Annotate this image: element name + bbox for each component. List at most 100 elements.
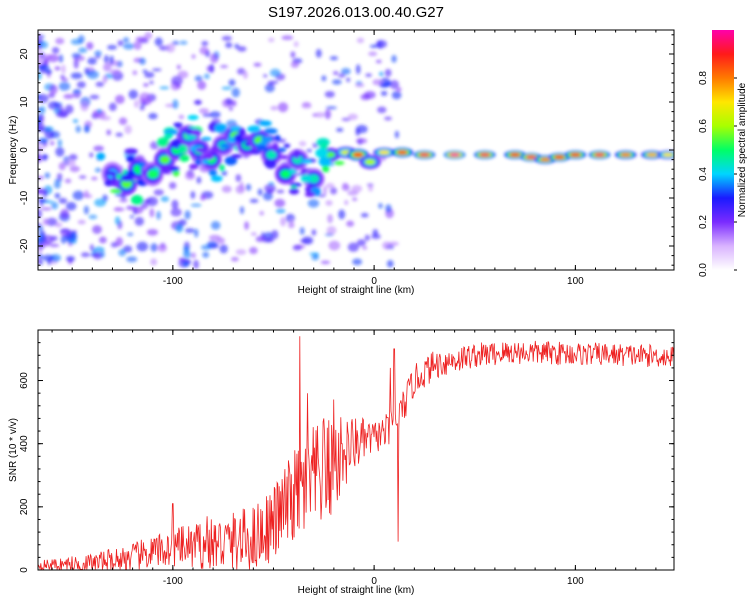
spectrogram-blob — [553, 155, 565, 159]
spectrogram-noise-cell — [274, 198, 286, 208]
spectrogram-blob — [525, 155, 537, 159]
spectrogram-noise-cell — [84, 67, 90, 75]
spectrogram-noise-cell — [157, 244, 168, 253]
spectrogram-noise-cell — [89, 152, 94, 158]
spectrogram-noise-cell — [314, 112, 326, 118]
spectrogram-noise-cell — [264, 184, 276, 193]
spectrogram-noise-cell — [179, 40, 188, 45]
spectrogram-noise-cell — [72, 119, 79, 124]
spectrogram-blob — [288, 188, 300, 195]
spectrogram-noise-cell — [324, 90, 335, 98]
spectrogram-noise-cell — [389, 79, 400, 90]
spectrogram-noise-cell — [84, 190, 89, 198]
spectrogram-blob — [187, 114, 199, 121]
spectrogram-noise-cell — [171, 40, 180, 46]
spectrogram-noise-cell — [194, 75, 203, 82]
spectrogram-noise-cell — [249, 198, 259, 204]
spectrogram-noise-cell — [55, 146, 65, 157]
spectrogram-noise-cell — [133, 40, 142, 51]
spectrogram-blob — [334, 160, 345, 166]
spectrogram-noise-cell — [202, 113, 212, 117]
spectrogram-blob — [124, 148, 138, 155]
spectrogram-noise-cell — [44, 172, 51, 179]
spectrogram-y-axis-label: Frequency (Hz) — [8, 116, 19, 185]
spectrogram-blob — [130, 194, 144, 205]
spectrogram-noise-cell — [201, 40, 209, 46]
spectrogram-noise-cell — [60, 74, 66, 79]
spectrogram-noise-cell — [72, 190, 85, 201]
spectrogram-noise-cell — [58, 81, 71, 91]
spectrogram-noise-cell — [347, 113, 359, 121]
spectrogram-noise-cell — [55, 37, 65, 45]
spectrogram-noise-cell — [123, 43, 135, 50]
spectrogram-noise-cell — [134, 216, 145, 226]
spectrogram-noise-cell — [47, 92, 55, 98]
spectrogram-noise-cell — [325, 106, 337, 110]
spectrogram-noise-cell — [93, 246, 105, 253]
spectrogram-noise-cell — [94, 55, 101, 59]
spectrogram-noise-cell — [351, 184, 363, 193]
spectrogram-noise-cell — [315, 48, 322, 58]
snr-frame — [37, 329, 675, 571]
spectrogram-noise-cell — [391, 55, 397, 63]
spectrogram-noise-cell — [102, 75, 108, 84]
spectrogram-noise-cell — [194, 228, 199, 238]
spectrogram-noise-cell — [43, 126, 54, 132]
spectrogram-y-tick-label: 20 — [19, 48, 30, 60]
spectrogram-noise-cell — [380, 90, 388, 96]
spectrogram-noise-cell — [365, 73, 372, 78]
spectrogram-noise-cell — [127, 232, 134, 237]
spectrogram-noise-cell — [53, 180, 61, 189]
spectrogram-noise-cell — [114, 94, 125, 104]
spectrogram-noise-cell — [146, 228, 159, 236]
spectrogram-blob — [260, 136, 273, 143]
spectrogram-noise-cell — [275, 208, 286, 214]
spectrogram-blob — [256, 144, 268, 152]
spectrogram-noise-cell — [57, 139, 63, 147]
spectrogram-noise-cell — [100, 115, 111, 121]
spectrogram-blob — [272, 142, 279, 153]
spectrogram-noise-cell — [277, 102, 289, 113]
spectrogram-noise-cell — [78, 47, 88, 54]
spectrogram-noise-cell — [368, 51, 378, 57]
spectrogram-noise-cell — [63, 94, 74, 100]
spectrogram-blob — [169, 166, 180, 172]
spectrogram-noise-cell — [206, 65, 215, 73]
spectrogram-noise-cell — [78, 175, 87, 179]
spectrogram-blob — [190, 129, 202, 136]
spectrogram-noise-cell — [129, 215, 134, 219]
colorbar-tick-label: 0.2 — [698, 215, 709, 229]
spectrogram-noise-cell — [38, 260, 44, 265]
spectrogram-noise-cell — [197, 80, 207, 90]
spectrogram-noise-cell — [58, 54, 64, 63]
spectrogram-noise-cell — [145, 198, 153, 203]
spectrogram-noise-cell — [249, 246, 258, 255]
spectrogram-blob — [620, 153, 632, 157]
spectrogram-noise-cell — [257, 188, 263, 196]
spectrogram-blob — [509, 153, 521, 157]
colorbar-tick-label: 0.6 — [698, 119, 709, 133]
spectrogram-noise-cell — [142, 69, 148, 74]
spectrogram-noise-cell — [108, 102, 117, 112]
spectrogram-blob — [318, 157, 332, 167]
spectrogram-noise-cell — [64, 104, 74, 114]
spectrogram-noise-cell — [341, 184, 350, 191]
chart-title: S197.2026.013.00.40.G27 — [268, 4, 444, 21]
spectrogram-noise-cell — [65, 255, 76, 262]
spectrogram-blob — [352, 152, 364, 158]
spectrogram-noise-cell — [250, 232, 257, 236]
spectrogram-blob — [214, 123, 228, 133]
spectrogram-noise-cell — [352, 258, 363, 266]
spectrogram-noise-cell — [237, 46, 247, 52]
snr-x-ticks: -100 0 100 — [51, 330, 657, 587]
spectrogram-noise-cell — [268, 37, 275, 43]
spectrogram-noise-cell — [328, 240, 341, 251]
spectrogram-blob — [208, 169, 218, 176]
spectrogram-noise-cell — [176, 64, 181, 70]
spectrogram-noise-cell — [190, 191, 196, 199]
spectrogram-blob — [569, 153, 581, 157]
spectrogram-noise-cell — [347, 242, 359, 252]
spectrogram-noise-cell — [42, 254, 54, 262]
